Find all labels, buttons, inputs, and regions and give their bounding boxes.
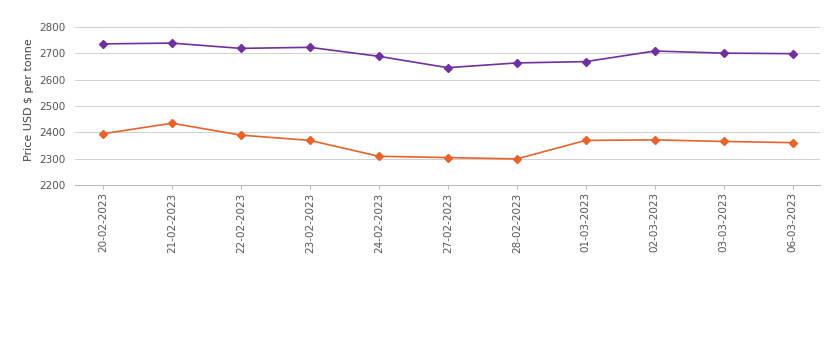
SHFE xyxy=(511,61,521,65)
SHFE xyxy=(718,51,728,55)
LME xyxy=(442,156,452,160)
SHFE xyxy=(374,54,384,58)
SHFE xyxy=(166,41,176,45)
LME xyxy=(718,140,728,144)
LME xyxy=(374,154,384,158)
LME xyxy=(98,132,108,136)
SHFE xyxy=(98,42,108,46)
LME xyxy=(511,157,521,161)
SHFE xyxy=(787,52,797,56)
LME xyxy=(580,139,590,143)
SHFE xyxy=(442,66,452,70)
LME xyxy=(304,139,314,143)
LME xyxy=(649,138,659,142)
LME xyxy=(236,133,246,137)
SHFE xyxy=(580,60,590,64)
SHFE xyxy=(236,47,246,51)
Line: LME: LME xyxy=(100,120,794,162)
LME xyxy=(787,141,797,145)
SHFE xyxy=(304,45,314,49)
Line: SHFE: SHFE xyxy=(100,40,794,70)
Legend: LME, SHFE: LME, SHFE xyxy=(380,332,514,337)
SHFE xyxy=(649,49,659,53)
Y-axis label: Price USD $ per tonne: Price USD $ per tonne xyxy=(23,38,33,161)
LME xyxy=(166,121,176,125)
